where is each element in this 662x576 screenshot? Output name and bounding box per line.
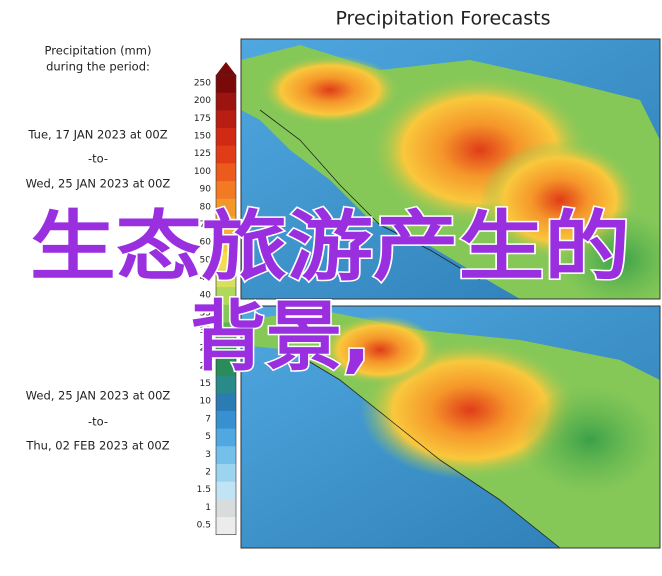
map-panel xyxy=(241,306,660,548)
map-panel xyxy=(241,39,660,299)
scale-label: 250 xyxy=(194,79,211,89)
scale-swatch xyxy=(216,128,236,147)
scale-swatch xyxy=(216,517,236,536)
scale-swatch xyxy=(216,375,236,394)
scale-label: 150 xyxy=(194,132,211,142)
scale-label: 50 xyxy=(200,255,212,265)
legend-heading: Precipitation (mm) xyxy=(45,44,152,58)
scale-swatch xyxy=(216,198,236,217)
scale-swatch xyxy=(216,234,236,253)
scale-label: 10 xyxy=(200,397,212,407)
scale-label: 90 xyxy=(200,185,212,195)
scale-label: 15 xyxy=(200,379,211,389)
overlay-text: 生态旅游产生的 xyxy=(30,202,630,291)
scale-swatch xyxy=(216,110,236,129)
scale-swatch xyxy=(216,145,236,164)
scale-swatch xyxy=(216,481,236,500)
scale-label: 1.5 xyxy=(197,485,211,495)
scale-swatch xyxy=(216,499,236,518)
map-frame xyxy=(240,38,661,300)
scale-swatch xyxy=(216,446,236,465)
scale-label: 40 xyxy=(200,291,212,301)
scale-swatch xyxy=(216,357,236,377)
legend-heading: during the period: xyxy=(46,60,150,74)
scale-swatch xyxy=(216,428,236,447)
scale-frame xyxy=(215,74,237,535)
scale-label: 20 xyxy=(200,361,212,371)
scale-label: 80 xyxy=(200,202,212,212)
scale-label: 100 xyxy=(194,167,211,177)
legend: Precipitation (mm) during the period: Tue,… xyxy=(25,44,237,536)
scale-label: 45 xyxy=(200,273,211,283)
scale-swatch xyxy=(216,410,236,430)
scale-label: 70 xyxy=(200,220,212,230)
title: Precipitation Forecasts xyxy=(335,8,550,30)
scale-swatch xyxy=(216,216,236,235)
scale-label: 200 xyxy=(194,96,211,106)
scale-swatch xyxy=(216,287,236,306)
scale-label: 3 xyxy=(205,450,211,460)
scale-label: 7 xyxy=(205,414,211,424)
scale-swatch xyxy=(216,340,236,359)
scale-label: 30 xyxy=(200,326,212,336)
period-text: Wed, 25 JAN 2023 at 00Z xyxy=(26,389,171,403)
scale-label: 0.5 xyxy=(197,521,211,531)
scale-swatch xyxy=(216,92,236,111)
scale-label: 1 xyxy=(205,503,211,513)
scale-label: 2 xyxy=(205,467,211,477)
scale-label: 35 xyxy=(200,308,211,318)
scale-arrow xyxy=(216,62,236,75)
scale-swatch xyxy=(216,463,236,483)
scale-swatch xyxy=(216,322,236,341)
scale-label: 125 xyxy=(194,149,211,159)
scale-swatch xyxy=(216,393,236,412)
scale-label: 60 xyxy=(200,238,212,248)
overlay-text: 背景, xyxy=(190,292,371,381)
period-text: Wed, 25 JAN 2023 at 00Z xyxy=(26,177,171,191)
map-frame xyxy=(240,305,661,549)
period-text: Thu, 02 FEB 2023 at 00Z xyxy=(25,439,169,453)
scale-label: 25 xyxy=(200,344,211,354)
scale-label: 175 xyxy=(194,114,211,124)
scale-swatch xyxy=(216,75,236,94)
scale-swatch xyxy=(216,181,236,200)
scale-label: 5 xyxy=(205,432,211,442)
scale-swatch xyxy=(216,304,236,324)
period-text: -to- xyxy=(88,415,108,429)
period-text: -to- xyxy=(88,152,108,166)
period-text: Tue, 17 JAN 2023 at 00Z xyxy=(27,128,167,142)
scale-swatch xyxy=(216,163,236,182)
scale-swatch xyxy=(216,269,236,288)
scale-swatch xyxy=(216,251,236,270)
